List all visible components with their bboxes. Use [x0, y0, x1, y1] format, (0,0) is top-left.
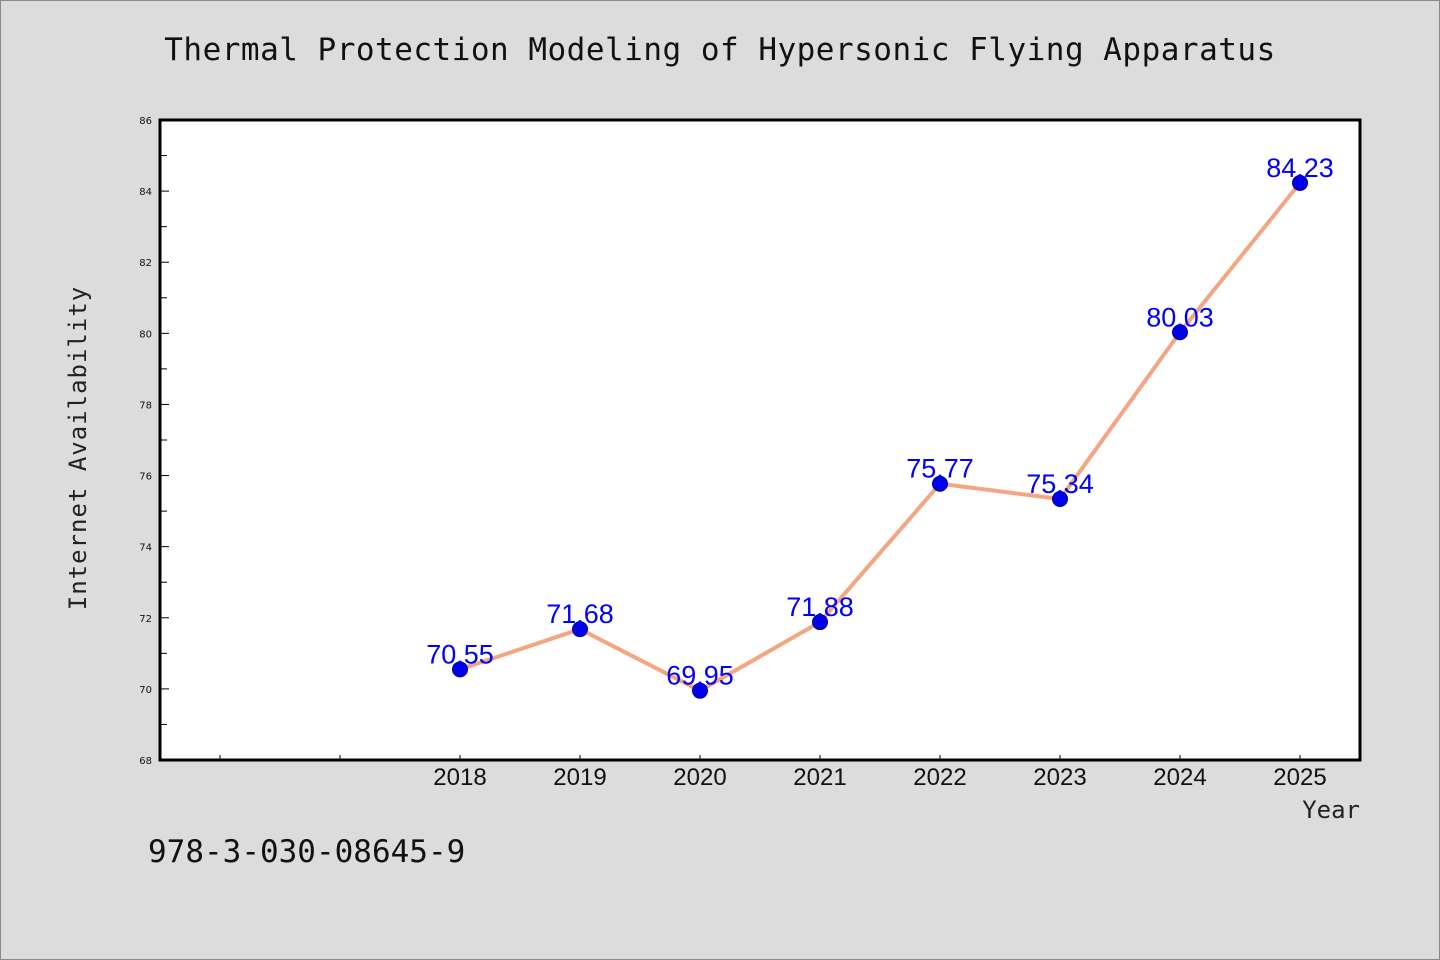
- y-tick-label: 72: [139, 614, 152, 625]
- chart-title: Thermal Protection Modeling of Hypersoni…: [164, 32, 1276, 68]
- data-label: 70.55: [426, 639, 494, 669]
- x-axis-label: Year: [1302, 796, 1360, 824]
- y-tick-label: 70: [139, 685, 152, 696]
- x-tick-label: 2024: [1153, 764, 1206, 791]
- isbn-footnote: 978-3-030-08645-9: [148, 834, 466, 870]
- data-label: 71.88: [786, 592, 854, 622]
- y-tick-label: 78: [139, 400, 152, 411]
- y-tick-label: 86: [139, 116, 152, 127]
- series-line: [458, 180, 1302, 693]
- y-tick-label: 68: [139, 756, 152, 767]
- data-point: [1052, 491, 1068, 508]
- data-point: [812, 614, 828, 631]
- y-tick-label: 82: [139, 258, 152, 269]
- x-tick-label: 2019: [553, 764, 606, 791]
- data-point: [452, 661, 468, 678]
- x-tick-label: 2021: [793, 764, 846, 791]
- data-label: 84.23: [1266, 153, 1334, 183]
- x-tick-label: 2025: [1273, 764, 1326, 791]
- data-point: [932, 475, 948, 492]
- y-tick-label: 80: [139, 329, 152, 340]
- data-point: [1292, 174, 1308, 191]
- y-tick-label: 84: [139, 187, 152, 198]
- x-tick-label: 2023: [1033, 764, 1086, 791]
- data-label: 75.77: [906, 454, 974, 484]
- y-tick-label: 74: [139, 543, 152, 554]
- plot-frame: [158, 118, 1362, 762]
- data-point: [572, 621, 588, 638]
- data-label: 69.95: [666, 661, 734, 691]
- x-tick-label: 2022: [913, 764, 966, 791]
- x-tick-label: 2018: [433, 764, 486, 791]
- data-point: [1172, 324, 1188, 341]
- data-label: 80.03: [1146, 302, 1214, 332]
- data-label: 75.34: [1026, 469, 1094, 499]
- plot-area: [160, 120, 1360, 760]
- y-tick-label: 76: [139, 472, 152, 483]
- data-label: 71.68: [546, 599, 614, 629]
- data-point: [692, 682, 708, 699]
- x-tick-label: 2020: [673, 764, 726, 791]
